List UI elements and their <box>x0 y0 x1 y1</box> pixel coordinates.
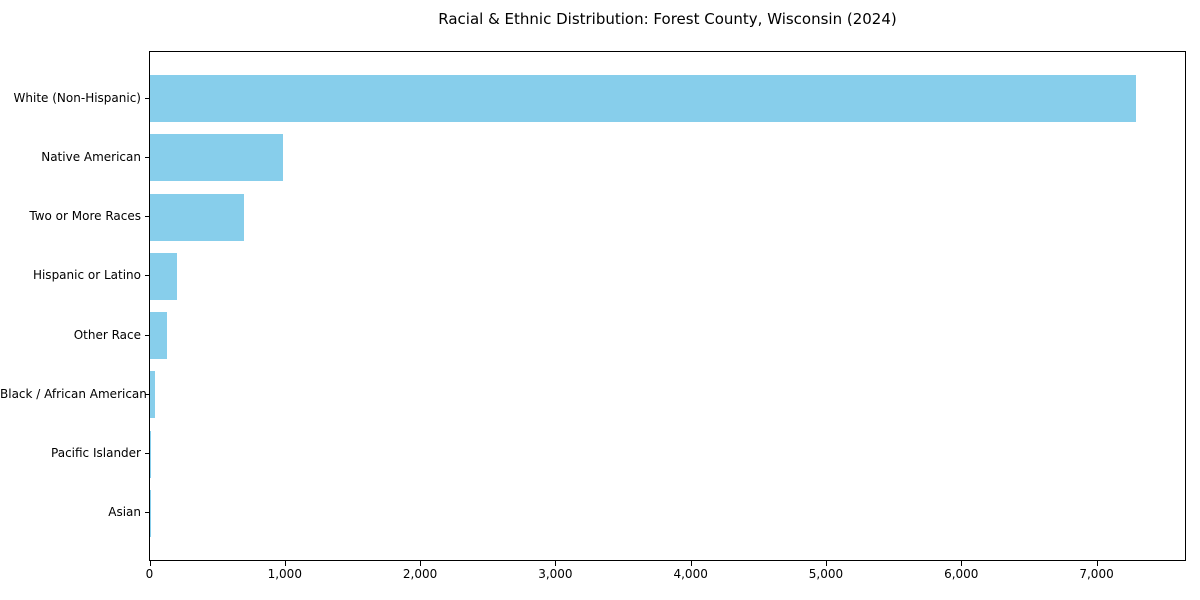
x-tick-label: 2,000 <box>402 567 438 581</box>
y-tick-mark <box>145 216 149 218</box>
y-tick-mark <box>145 97 149 99</box>
bar-two-or-more-races <box>150 193 245 241</box>
x-tick-label: 1,000 <box>267 567 302 581</box>
x-tick-label: 5,000 <box>808 567 844 581</box>
bar-black-african-american <box>150 371 155 419</box>
y-axis-label: Hispanic or Latino <box>32 268 141 283</box>
bar-white-non-hispanic <box>150 75 1137 123</box>
x-tick-mark <box>149 561 151 566</box>
x-tick-mark <box>825 561 827 566</box>
y-axis-label: Asian <box>108 505 141 520</box>
plot-area <box>149 51 1186 561</box>
y-tick-mark <box>145 453 149 455</box>
x-tick-mark <box>555 561 557 566</box>
y-tick-mark <box>145 393 149 395</box>
bar-native-american <box>150 134 284 182</box>
x-tick-mark <box>420 561 422 566</box>
x-tick-mark <box>1096 561 1098 566</box>
y-axis-label: Pacific Islander <box>51 446 141 461</box>
y-axis-label: Two or More Races <box>29 209 141 224</box>
y-axis-label: Native American <box>41 149 141 164</box>
y-tick-mark <box>145 512 149 514</box>
x-tick-label: 0 <box>145 567 154 581</box>
x-tick-label: 6,000 <box>944 567 979 581</box>
x-tick-label: 7,000 <box>1079 567 1114 581</box>
chart-title: Racial & Ethnic Distribution: Forest Cou… <box>438 10 897 28</box>
y-axis-label: Black / African American <box>0 386 147 401</box>
x-tick-label: 3,000 <box>538 567 573 581</box>
y-tick-mark <box>145 156 149 158</box>
bar-other-race <box>150 312 167 360</box>
x-tick-mark <box>961 561 963 566</box>
bar-asian <box>150 489 151 537</box>
bar-pacific-islander <box>150 430 152 478</box>
y-axis-label: White (Non-Hispanic) <box>13 90 141 105</box>
y-axis-label: Other Race <box>73 327 141 342</box>
y-tick-mark <box>145 334 149 336</box>
x-tick-mark <box>690 561 692 566</box>
x-tick-label: 4,000 <box>673 567 708 581</box>
y-tick-mark <box>145 275 149 277</box>
x-tick-mark <box>284 561 286 566</box>
bar-hispanic-or-latino <box>150 252 178 300</box>
